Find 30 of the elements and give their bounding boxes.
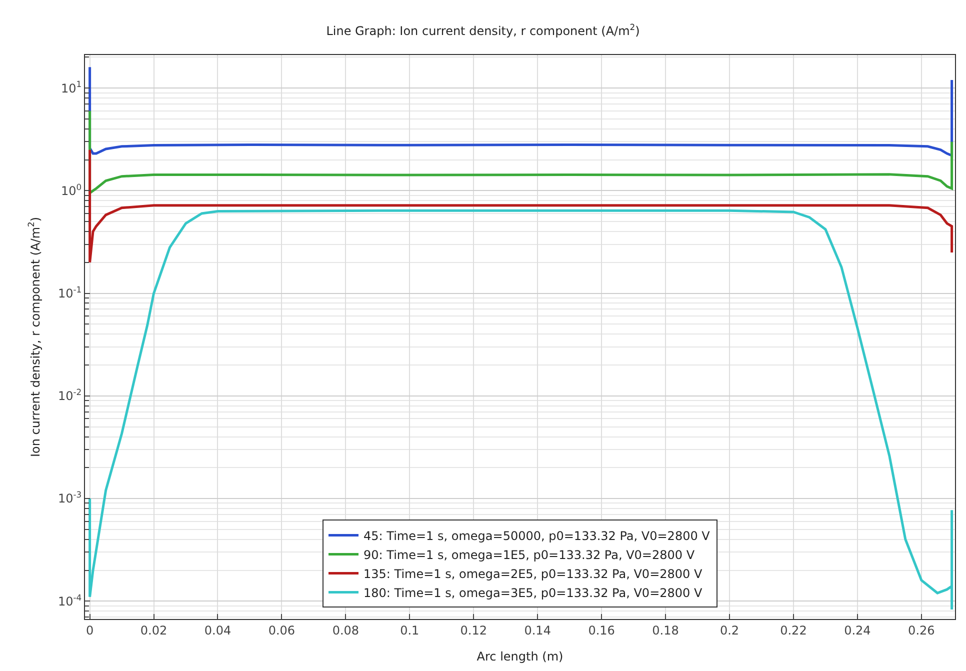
legend-label: 135: Time=1 s, omega=2E5, p0=133.32 Pa, V0=2800 V — [364, 566, 703, 581]
y-tick-label: 10$^{-3}$ — [58, 490, 82, 506]
legend-label: 45: Time=1 s, omega=50000, p0=133.32 Pa, V0=2800 V — [364, 528, 711, 543]
x-tick-label: 0.16 — [588, 623, 615, 638]
x-tick-label: 0.04 — [204, 623, 232, 638]
x-tick-label: 0.24 — [844, 623, 871, 638]
legend-label: 90: Time=1 s, omega=1E5, p0=133.32 Pa, V0=2800 V — [364, 548, 696, 562]
y-tick-label: 10$^{-1}$ — [58, 284, 82, 300]
x-tick-label: 0.02 — [140, 623, 168, 638]
x-tick-label: 0.26 — [908, 623, 935, 638]
y-tick-label: 10$^{-4}$ — [58, 592, 82, 608]
y-tick-label: 10$^{0}$ — [60, 182, 82, 198]
x-tick-label: 0.08 — [332, 623, 360, 638]
x-tick-label: 0 — [86, 623, 94, 638]
line-series — [88, 148, 954, 264]
line-series — [88, 66, 954, 157]
line-series — [88, 209, 954, 611]
x-tick-label: 0.18 — [652, 623, 679, 638]
x-tick-label: 0.06 — [268, 623, 296, 638]
chart-title: Line Graph: Ion current density, r component (A/m$^{2}$) — [326, 22, 640, 38]
y-tick-label: 10$^{1}$ — [60, 79, 82, 96]
x-tick-label: 0.1 — [400, 623, 420, 638]
x-tick-label: 0.12 — [460, 623, 487, 638]
legend-label: 180: Time=1 s, omega=3E5, p0=133.32 Pa, V0=2800 V — [364, 586, 703, 600]
x-tick-label: 0.2 — [720, 623, 740, 638]
x-axis-title: Arc length (m) — [476, 649, 564, 664]
line-series — [88, 110, 954, 194]
x-tick-label: 0.22 — [780, 623, 807, 638]
y-tick-label: 10$^{-2}$ — [58, 387, 82, 404]
x-tick-label: 0.14 — [524, 623, 551, 638]
